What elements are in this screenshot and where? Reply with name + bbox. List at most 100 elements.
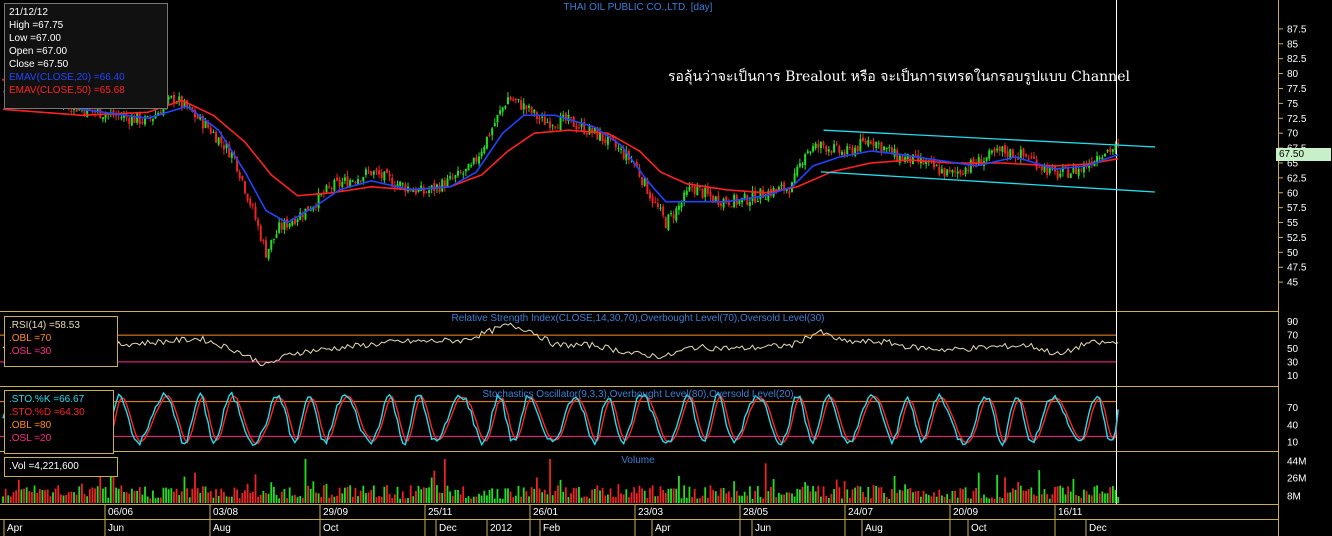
candle-body [625,150,628,161]
volume-bar [972,491,975,503]
volume-bar [380,496,383,503]
volume-bar [493,498,496,503]
volume-bar [154,498,157,503]
volume-bar [146,496,149,503]
volume-bar [559,479,562,503]
volume-bar [880,487,883,503]
volume-bar [1106,493,1109,503]
volume-bar [367,492,370,503]
candle-body [804,154,807,165]
volume-bar [841,498,843,503]
volume-bar [341,493,344,503]
candle-body [612,135,615,140]
candle-body [504,106,507,109]
candle-body [1082,164,1085,173]
volume-bar [312,481,315,503]
candle-body [201,115,204,129]
candle-body [854,147,857,156]
candle-body [846,146,849,154]
candle-body [956,171,959,174]
volume-bar [223,492,225,503]
candle-body [1006,151,1009,157]
candle-body [951,169,954,173]
price-axis-label: 55 [1287,218,1299,229]
volume-bar [386,485,388,503]
volume-bar [467,496,470,503]
candle-body [501,107,504,112]
info-sto-d: .STO.%D =64.30 [9,407,85,418]
candle-body [451,177,454,179]
candle-body [267,248,270,259]
candle-body [827,149,830,152]
info-ema20: EMAV(CLOSE,20) =66.40 [9,72,125,83]
volume-bar [854,487,857,503]
volume-bar [228,496,231,503]
candle-body [215,132,218,143]
candle-body [933,159,936,168]
volume-bar [751,498,754,503]
volume-bar [956,497,959,503]
volume-bar [1030,487,1033,503]
volume-bar [125,492,128,503]
volume-bar [901,490,904,503]
candle-body [864,140,867,144]
volume-bar [651,485,654,503]
volume-bar [951,490,954,503]
candle-body [948,170,951,172]
candle-body [525,105,528,110]
volume-bar [596,485,599,503]
candle-body [280,222,283,230]
candle-body [583,122,586,134]
rsi-axis-label: 90 [1287,317,1299,328]
volume-bar [664,492,667,503]
price-axis-label: 80 [1287,69,1299,80]
volume-bar [212,497,215,503]
candle-body [840,151,843,155]
volume-bar [756,486,759,503]
volume-bar [1048,498,1051,503]
candle-body [775,188,778,191]
candle-body [788,191,791,194]
volume-bar [738,495,741,503]
candle-body [175,102,178,104]
candle-body [651,196,654,204]
volume-bar [656,495,659,503]
candle-body [585,133,588,135]
candle-body [1056,170,1059,179]
candle-body [880,142,883,153]
candle-body [238,172,241,179]
candle-body [293,218,296,225]
candle-body [764,198,767,200]
candle-body [801,163,804,166]
candle-body [167,97,170,100]
x-axis-label-top: 06/06 [108,507,133,518]
price-axis-label: 47.5 [1287,263,1307,274]
candle-body [1067,167,1070,178]
volume-bar [507,488,509,503]
info-rsi-osl: .OSL =30 [9,346,52,357]
candle-body [1117,142,1120,145]
candle-body [446,178,449,187]
volume-bar [996,474,999,503]
volume-bar [812,486,814,503]
volume-bar [86,496,89,503]
volume-bar [157,497,160,503]
candle-body [199,115,202,120]
volume-bar [75,494,78,503]
candle-body [138,112,141,124]
candle-body [838,146,841,153]
volume-bar [1109,487,1112,503]
volume-bar [483,490,486,503]
volume-bar [351,496,354,503]
volume-bar [875,485,878,503]
candle-body [120,117,123,119]
price-panel [2,77,1155,261]
candle-body [785,188,788,192]
candle-body [570,117,573,119]
candle-body [509,97,512,100]
candle-body [1103,153,1106,157]
volume-bar [33,485,36,503]
candle-body [593,127,596,132]
volume-bar [607,494,609,503]
candle-body [336,177,339,181]
